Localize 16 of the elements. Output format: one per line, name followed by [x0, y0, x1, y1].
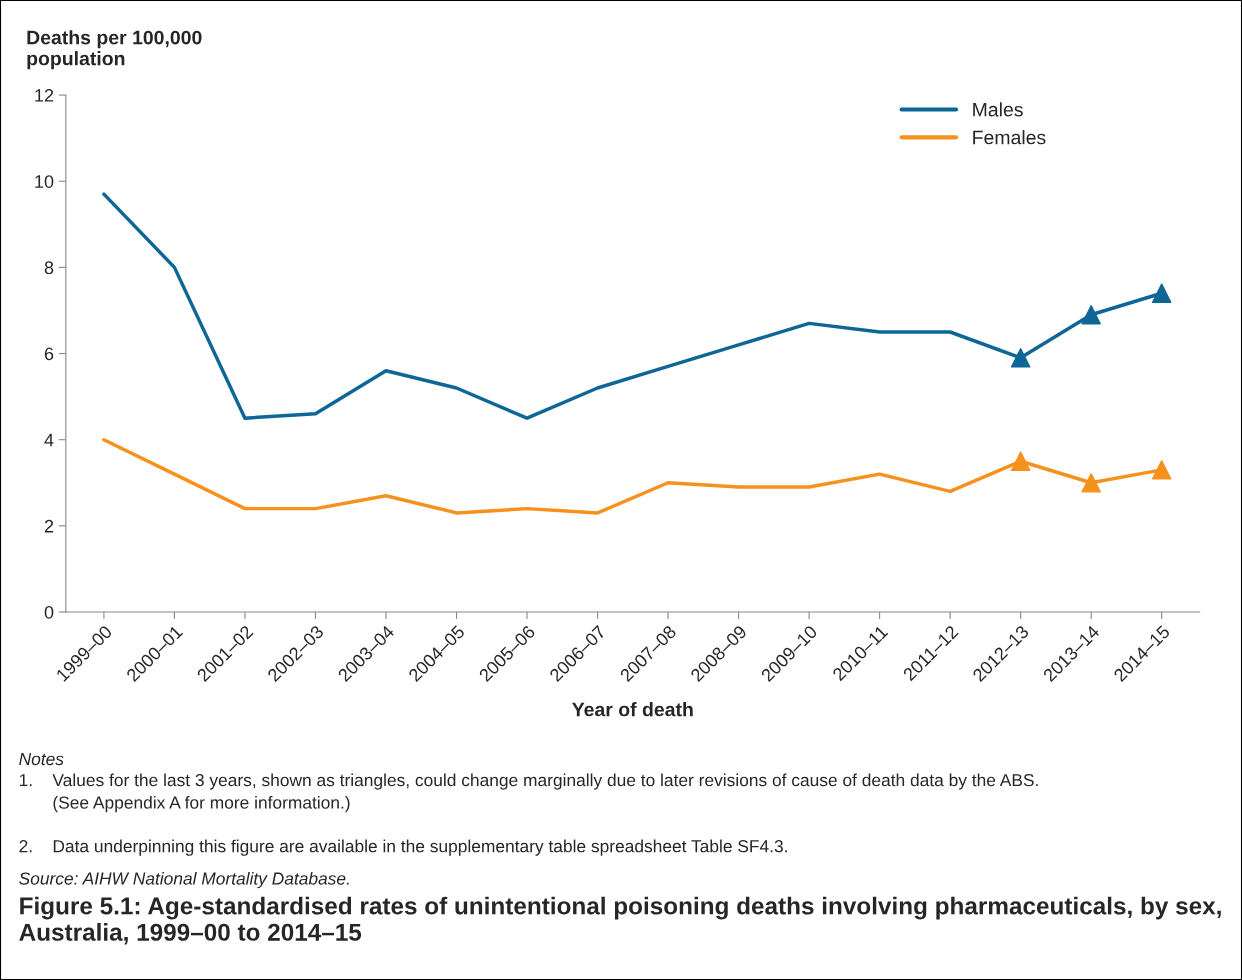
text: 2. Data underpinning this figure are available in the supplementary table spreadsheet Table SF4.3.	[19, 839, 787, 856]
y-tick-label: 4	[44, 433, 54, 447]
legend-label: Females	[973, 130, 1046, 145]
y-tick-label: 0	[44, 605, 54, 619]
y-tick-label: 10	[35, 175, 54, 188]
legend-label: Males	[973, 102, 1023, 117]
source-note: Source: AIHW National Mortality Database.	[19, 871, 349, 889]
y-tick-label: 12	[35, 88, 54, 102]
y-tick-label: 8	[44, 261, 54, 275]
x-axis-title: Year of death	[572, 702, 693, 717]
text: Figure 5.1: Age-standardised rates of unintentional poisoning deaths involving pharmaceuticals, by sex, Australia, 1999–00 to 2014–15	[19, 896, 1221, 945]
text: Notes	[19, 753, 64, 766]
y-tick-label: 2	[44, 519, 54, 533]
y-axis-title: Deaths per 100,000 population	[27, 30, 202, 70]
y-tick-label: 6	[44, 347, 54, 361]
text: 1. Values for the last 3 years, shown as triangles, could change marginally due to later revisions of cause of death data by the ABS. (See Appendix A for more information.)	[19, 773, 1038, 813]
